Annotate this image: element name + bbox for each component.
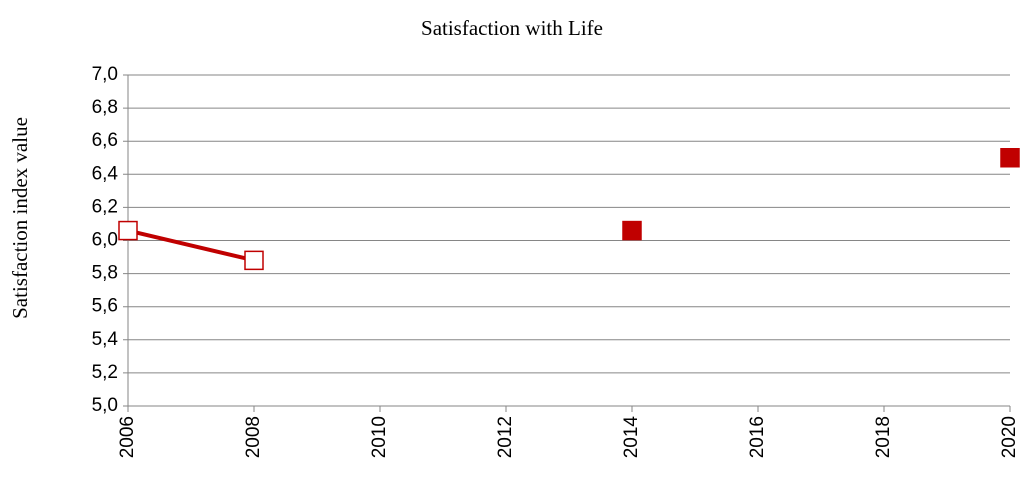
y-tick-label: 6,4: [92, 163, 119, 184]
y-tick-label: 5,0: [92, 395, 118, 416]
y-tick-label: 6,6: [92, 130, 118, 151]
y-tick-label: 6,2: [92, 196, 118, 217]
y-tick-label: 6,0: [92, 230, 118, 251]
y-tick-label: 5,6: [92, 296, 118, 317]
x-tick-label: 2008: [243, 416, 264, 458]
x-tick-label: 2016: [747, 416, 768, 458]
y-tick-label: 5,8: [92, 263, 118, 284]
y-tick-label: 7,0: [92, 64, 118, 85]
x-tick-label: 2014: [621, 416, 642, 459]
y-tick-label: 5,4: [92, 329, 119, 350]
marker: [244, 250, 264, 271]
x-tick-label: 2006: [117, 416, 138, 458]
x-tick-label: 2020: [999, 416, 1020, 458]
y-tick-label: 5,2: [92, 362, 118, 383]
y-axis-label: Satisfaction index value: [8, 117, 32, 319]
y-tick-label: 6,8: [92, 97, 118, 118]
marker: [622, 220, 642, 241]
series-line: [127, 228, 255, 263]
x-tick-label: 2018: [873, 416, 894, 458]
x-tick-label: 2010: [369, 416, 390, 458]
x-tick-label: 2012: [495, 416, 516, 458]
marker: [1000, 148, 1020, 168]
marker: [118, 220, 138, 241]
chart-title: Satisfaction with Life: [421, 16, 603, 40]
